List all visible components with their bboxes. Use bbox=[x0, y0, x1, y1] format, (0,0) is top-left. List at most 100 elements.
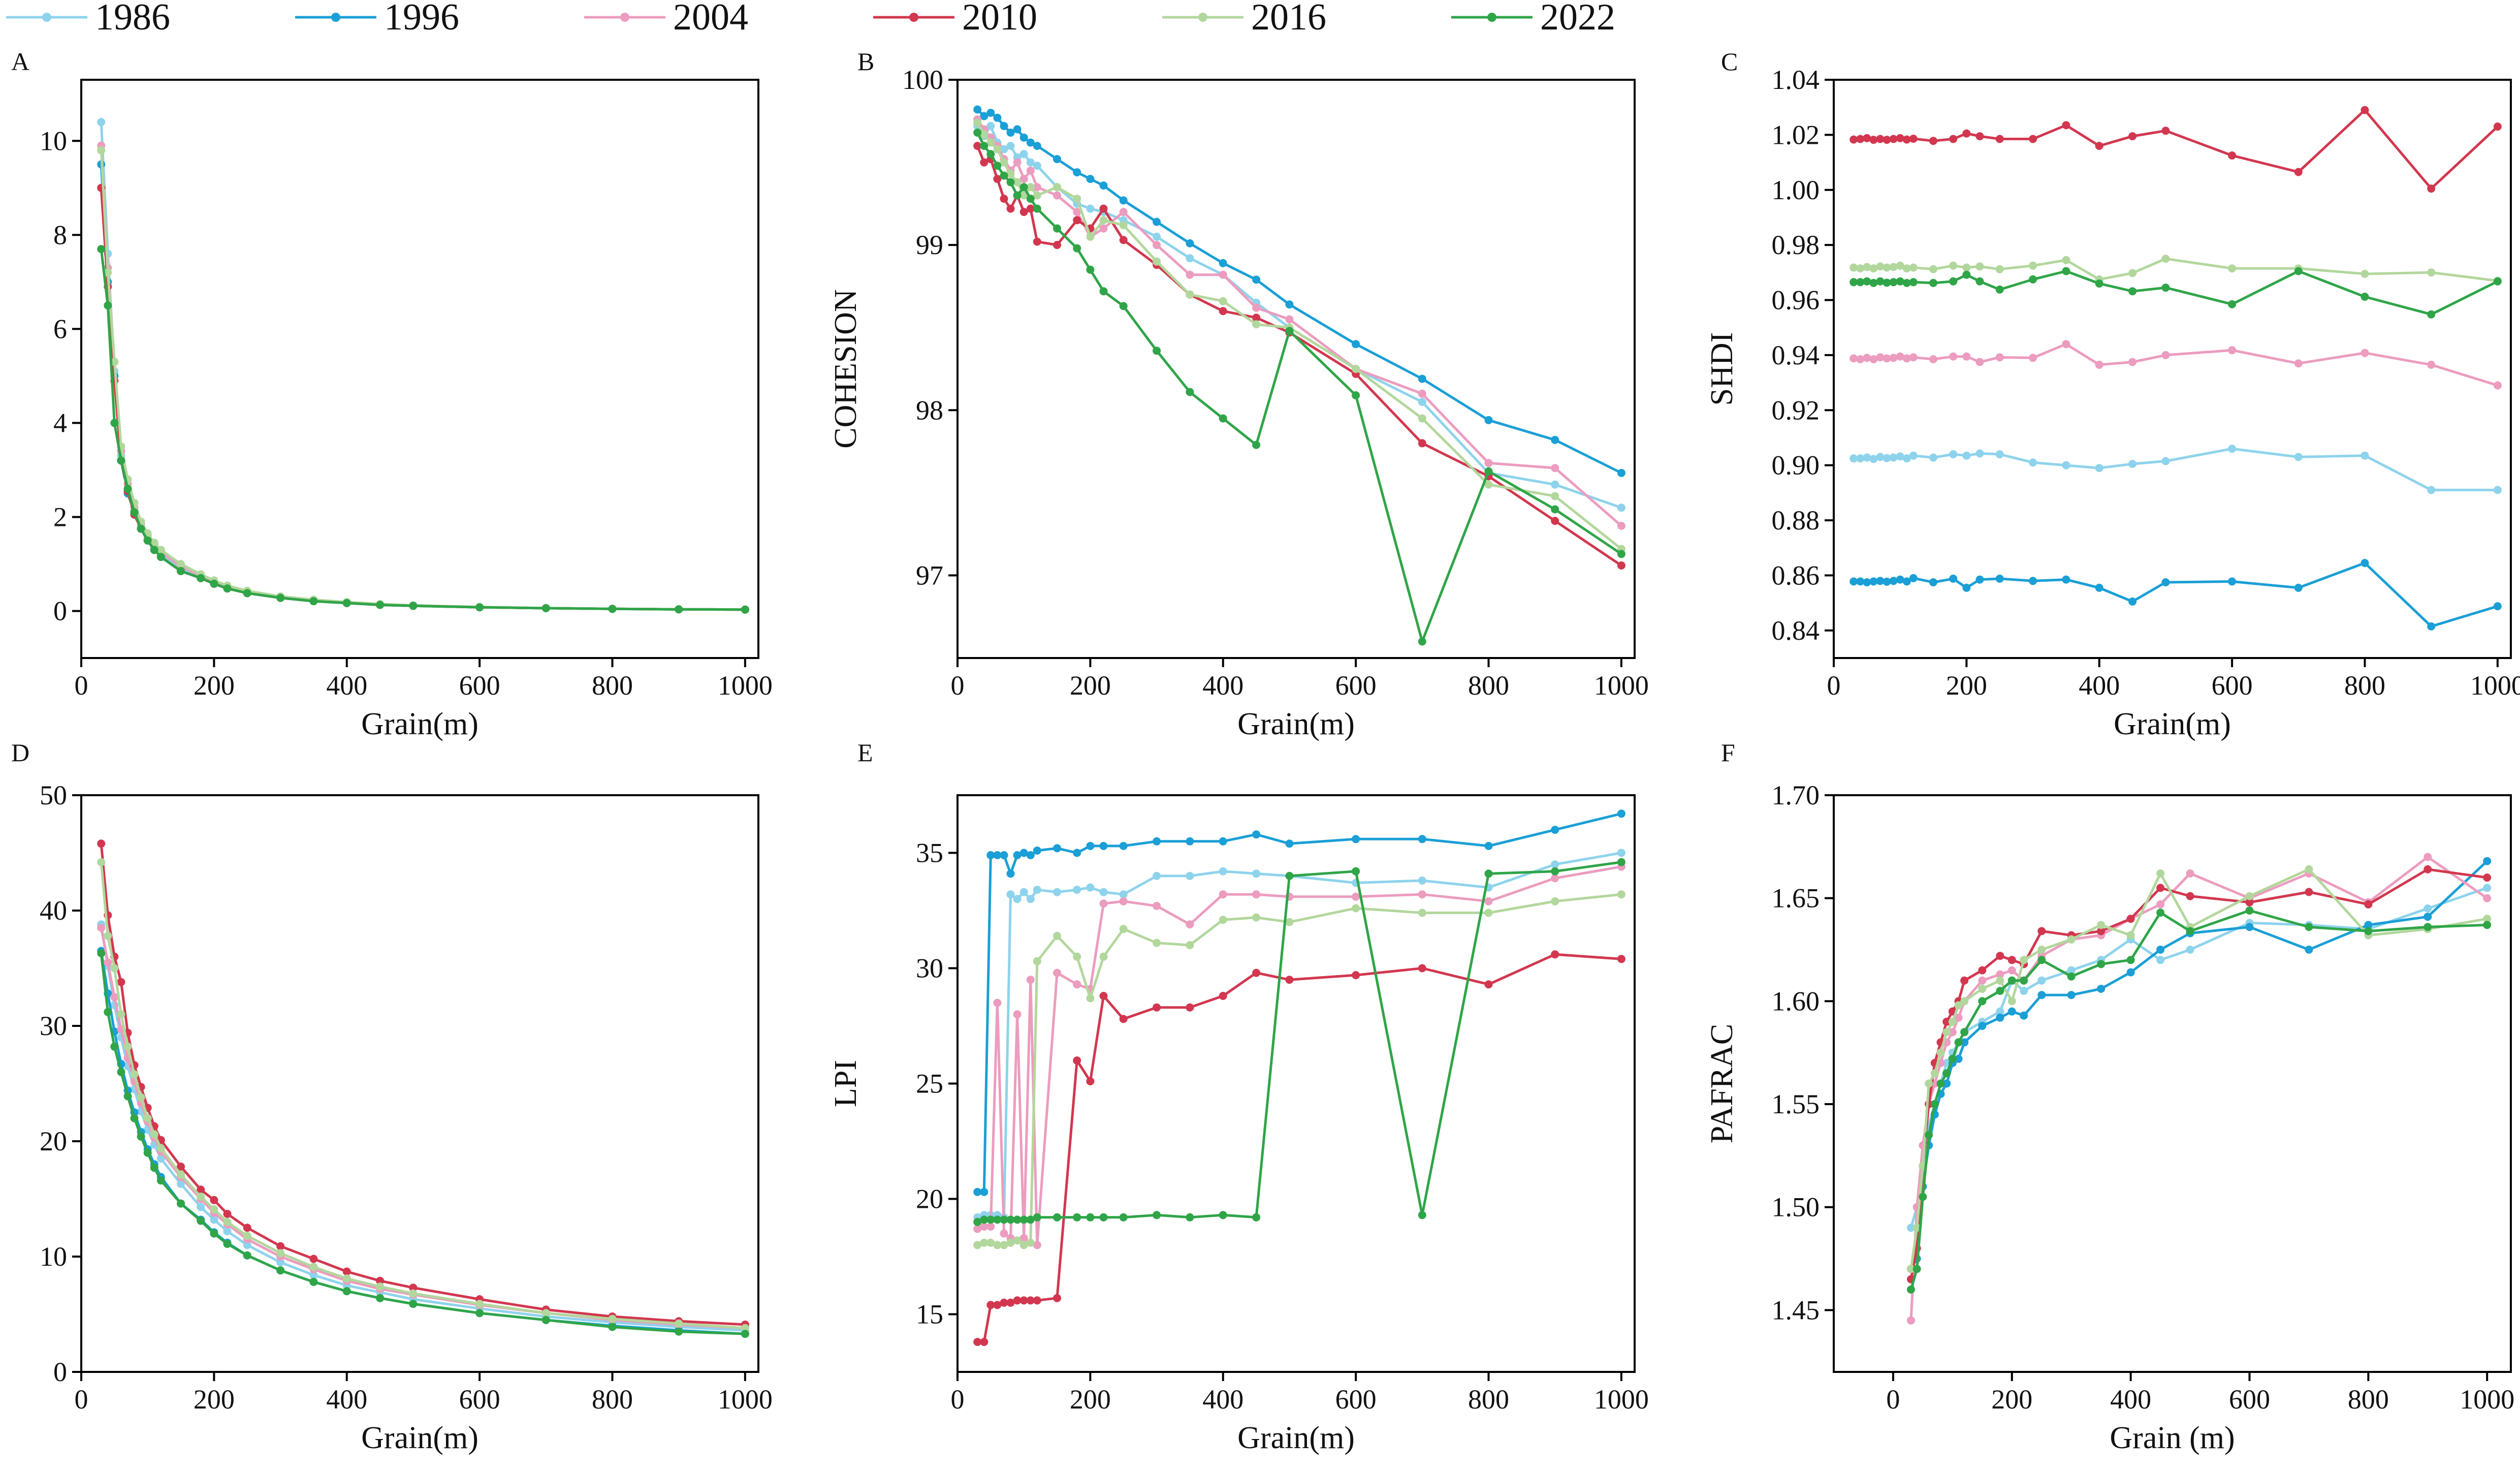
panel-b-point-1996 bbox=[1013, 125, 1022, 134]
panel-b-xtick-label: 600 bbox=[1335, 670, 1377, 701]
panel-c-point-2022 bbox=[2029, 275, 2037, 284]
panel-d-xtick-label: 200 bbox=[194, 1384, 235, 1415]
panel-b-point-2010 bbox=[1219, 307, 1227, 316]
panel-e-point-1986 bbox=[1026, 895, 1035, 903]
panel-f-point-2016 bbox=[2305, 865, 2313, 873]
panel-b-point-2010 bbox=[1418, 439, 1426, 448]
panel-c-point-1996 bbox=[1863, 578, 1871, 586]
panel-c-point-1986 bbox=[1929, 453, 1937, 462]
panel-d-point-2010 bbox=[342, 1267, 351, 1276]
panel-e-point-2022 bbox=[1053, 1213, 1061, 1222]
panel-a-line-1986 bbox=[100, 122, 745, 611]
panel-b-point-2004 bbox=[1013, 158, 1022, 167]
panel-c-point-2004 bbox=[1849, 354, 1858, 363]
panel-d-point-2022 bbox=[675, 1327, 683, 1336]
panel-a-xlabel: Grain(m) bbox=[361, 707, 479, 741]
panel-d-point-2022 bbox=[117, 1068, 125, 1076]
panel-e-point-2010 bbox=[1352, 971, 1360, 980]
panel-f-point-2004 bbox=[2483, 894, 2492, 902]
panel-e-point-2016 bbox=[1153, 938, 1161, 947]
panel-e-point-2010 bbox=[1617, 955, 1625, 963]
panel-f-line-2022 bbox=[1909, 909, 2487, 1290]
panel-c-point-2004 bbox=[1909, 353, 1918, 362]
legend-label-1996: 1996 bbox=[384, 0, 459, 38]
panel-c-point-2010 bbox=[1876, 135, 1885, 143]
panel-c-point-2004 bbox=[1883, 354, 1891, 363]
panel-d-point-2022 bbox=[210, 1229, 218, 1238]
panel-f-point-2022 bbox=[2020, 976, 2028, 985]
panel-e-point-2016 bbox=[1219, 916, 1227, 924]
panel-c-point-2016 bbox=[1995, 265, 2004, 273]
panel-f-point-2010 bbox=[2037, 927, 2046, 935]
panel-c-xtick-label: 1000 bbox=[2470, 670, 2520, 701]
panel-d-point-2022 bbox=[475, 1309, 484, 1318]
panel-d-point-2016 bbox=[156, 1144, 165, 1152]
panel-e-point-1996 bbox=[1153, 837, 1161, 846]
panel-e-point-2010 bbox=[1252, 968, 1261, 977]
panel-c: C 0 200 400 600 800 1000 0.84 0.86 0.88 0.90 0.92 0.… bbox=[1705, 47, 2520, 741]
panel-e-point-2010 bbox=[1033, 1296, 1041, 1305]
panel-b-point-2022 bbox=[1026, 195, 1035, 203]
panel-b-point-2016 bbox=[973, 118, 982, 127]
panel-b-point-1996 bbox=[1026, 138, 1035, 147]
panel-e-point-2016 bbox=[1186, 941, 1194, 950]
panel-e-point-2010 bbox=[986, 1301, 995, 1309]
panel-c-point-2010 bbox=[1995, 135, 2004, 143]
panel-c-point-2004 bbox=[2427, 360, 2436, 369]
panel-f-line-2004 bbox=[1909, 856, 2488, 1321]
panel-d-frame bbox=[80, 794, 759, 1373]
panel-e-xtick-label: 400 bbox=[1202, 1384, 1243, 1415]
panel-b-ytick-label: 100 bbox=[902, 65, 943, 95]
panel-c-point-1996 bbox=[1869, 577, 1878, 586]
legend-marker-2004 bbox=[620, 13, 629, 22]
panel-a-point-2022 bbox=[276, 593, 285, 602]
panel-c-point-2010 bbox=[2161, 127, 2170, 135]
panel-e-point-2010 bbox=[1053, 1294, 1061, 1302]
panel-d-point-2022 bbox=[97, 949, 106, 957]
panel-e-point-2022 bbox=[993, 1215, 1002, 1224]
panel-f-point-2016 bbox=[2097, 921, 2106, 929]
panel-d-point-2016 bbox=[675, 1319, 683, 1328]
panel-b-point-2010 bbox=[1019, 208, 1028, 216]
panel-c-ytick-label: 1.02 bbox=[1772, 119, 1820, 150]
panel-c-point-2022 bbox=[2493, 277, 2502, 286]
panel-b-point-1986 bbox=[986, 122, 995, 130]
panel-f-point-2016 bbox=[1942, 1028, 1951, 1037]
panel-e-point-2016 bbox=[1352, 904, 1360, 913]
panel-c-ytick-label: 0.94 bbox=[1772, 340, 1820, 370]
panel-d-xtick-label: 600 bbox=[459, 1384, 500, 1415]
panel-c-point-1996 bbox=[1929, 578, 1937, 586]
panel-f-point-2010 bbox=[2126, 915, 2135, 923]
panel-f-point-2016 bbox=[1936, 1048, 1945, 1057]
panel-a-line-1996 bbox=[100, 164, 745, 611]
panel-b-point-2010 bbox=[1551, 517, 1559, 525]
panel-c-point-2022 bbox=[1975, 277, 1984, 286]
panel-e-point-2016 bbox=[1033, 957, 1041, 965]
panel-e-point-1996 bbox=[1086, 841, 1095, 850]
panel-c-xtick-label: 800 bbox=[2344, 670, 2385, 701]
panel-f-point-1986 bbox=[1907, 1224, 1915, 1232]
panel-c-xtick-label: 200 bbox=[1946, 670, 1987, 701]
panel-f-point-1996 bbox=[2245, 923, 2254, 931]
panel-d-point-2022 bbox=[309, 1277, 318, 1286]
panel-a-point-1986 bbox=[97, 118, 106, 127]
panel-c-point-2022 bbox=[2161, 284, 2170, 292]
panel-f-point-1996 bbox=[2067, 991, 2076, 999]
panel-b-point-2004 bbox=[1026, 166, 1035, 175]
panel-c-point-2004 bbox=[1929, 355, 1937, 363]
panel-e-point-2004 bbox=[1119, 897, 1128, 905]
panel-c-point-2010 bbox=[1949, 135, 1958, 143]
panel-a-ytick-label: 2 bbox=[53, 502, 67, 532]
panel-e-line-2022 bbox=[977, 861, 1622, 1224]
panel-f-point-2016 bbox=[1960, 997, 1969, 1006]
panel-f-point-2004 bbox=[2423, 853, 2432, 861]
panel-e-point-2016 bbox=[1073, 952, 1081, 961]
panel-e-point-2016 bbox=[1252, 913, 1261, 922]
panel-e-point-2016 bbox=[1617, 890, 1625, 899]
panel-a-point-2022 bbox=[117, 456, 125, 465]
panel-e-point-1996 bbox=[1026, 851, 1035, 859]
panel-c-point-2022 bbox=[1949, 277, 1958, 286]
panel-b-xtick-label: 0 bbox=[951, 670, 965, 701]
panel-b: B 0 200 400 600 800 1000 97 98 99 100 Grain(m) COHES… bbox=[828, 47, 1649, 741]
panel-d-point-2010 bbox=[117, 978, 125, 986]
